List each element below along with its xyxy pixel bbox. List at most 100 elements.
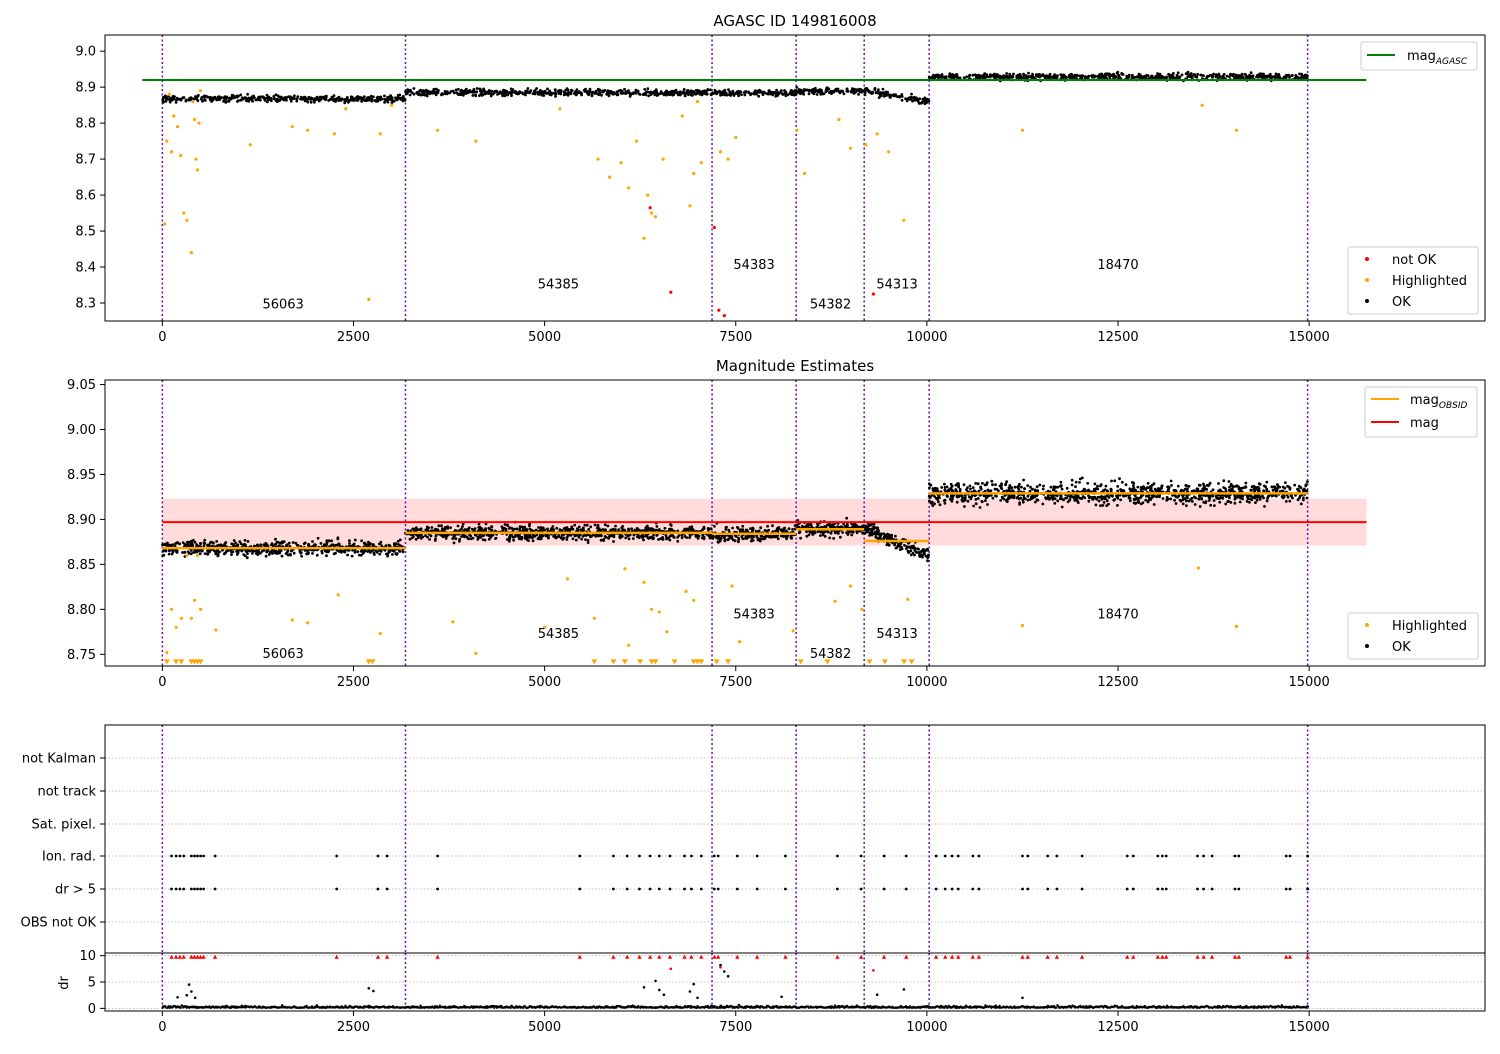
ok-point xyxy=(215,550,218,553)
ok-point xyxy=(311,552,314,555)
ok-point xyxy=(464,535,467,538)
ok-point xyxy=(1000,487,1003,490)
ok-point xyxy=(346,554,349,557)
ok-point xyxy=(625,90,628,93)
ok-point xyxy=(1066,487,1069,490)
ok-point xyxy=(240,542,243,545)
ok-point xyxy=(397,97,400,100)
ok-point xyxy=(741,525,744,528)
ok-point xyxy=(1188,500,1191,503)
ok-point xyxy=(1119,488,1122,491)
ok-point xyxy=(981,482,984,485)
ok-point xyxy=(1102,504,1105,507)
ok-point xyxy=(174,542,177,545)
ok-point xyxy=(837,532,840,535)
ok-point xyxy=(619,535,622,538)
ok-point xyxy=(875,533,878,536)
ok-point xyxy=(1302,76,1305,79)
ok-point xyxy=(569,91,572,94)
ok-point xyxy=(230,553,233,556)
ok-point xyxy=(969,496,972,499)
ok-point xyxy=(598,89,601,92)
highlighted-point xyxy=(795,129,798,132)
ok-point xyxy=(1107,503,1110,506)
ok-point xyxy=(683,88,686,91)
ok-point xyxy=(681,536,684,539)
ok-point xyxy=(475,90,478,93)
ok-point xyxy=(362,97,365,100)
ok-point xyxy=(245,100,248,103)
ok-point xyxy=(1197,489,1200,492)
ok-point xyxy=(752,539,755,542)
ok-point xyxy=(333,545,336,548)
ok-point xyxy=(839,91,842,94)
x-tick-label: 10000 xyxy=(906,330,947,345)
ok-point xyxy=(1167,489,1170,492)
ok-point xyxy=(1272,486,1275,489)
ok-point xyxy=(697,537,700,540)
ok-point xyxy=(857,89,860,92)
ok-point xyxy=(1003,76,1006,79)
ok-point xyxy=(508,540,511,543)
ok-point xyxy=(747,535,750,538)
ok-point xyxy=(701,94,704,97)
ok-point xyxy=(1096,496,1099,499)
ok-point xyxy=(688,536,691,539)
ok-point xyxy=(304,96,307,99)
ok-point xyxy=(825,87,828,90)
highlighted-point xyxy=(696,100,699,103)
ok-point xyxy=(1131,76,1134,79)
ok-point xyxy=(864,93,867,96)
ok-point xyxy=(1200,498,1203,501)
ok-point xyxy=(589,525,592,528)
highlighted-point xyxy=(390,104,393,107)
ok-point xyxy=(744,90,747,93)
ok-point xyxy=(300,96,303,99)
ok-point xyxy=(785,92,788,95)
ok-point xyxy=(168,553,171,556)
ok-point xyxy=(1293,484,1296,487)
ok-point xyxy=(851,89,854,92)
ok-point xyxy=(476,87,479,90)
highlighted-point xyxy=(379,132,382,135)
ok-point xyxy=(213,96,216,99)
ok-point xyxy=(894,535,897,538)
ok-point xyxy=(646,87,649,90)
ok-point xyxy=(1105,485,1108,488)
highlighted-point xyxy=(864,143,867,146)
ok-point xyxy=(1061,488,1064,491)
ok-point xyxy=(819,93,822,96)
ok-point xyxy=(698,535,701,538)
highlighted-point xyxy=(700,161,703,164)
ok-point xyxy=(203,539,206,542)
ok-point xyxy=(734,92,737,95)
ok-point xyxy=(1176,74,1179,77)
ok-point xyxy=(1202,501,1205,504)
ok-point xyxy=(679,90,682,93)
ok-point xyxy=(913,554,916,557)
ok-point xyxy=(391,553,394,556)
ok-point xyxy=(1147,482,1150,485)
ok-point xyxy=(1031,488,1034,491)
ok-point xyxy=(637,90,640,93)
ok-point xyxy=(1213,499,1216,502)
ok-point xyxy=(1147,495,1150,498)
ok-point xyxy=(788,527,791,530)
ok-point xyxy=(505,528,508,531)
ok-point xyxy=(1267,495,1270,498)
ok-point xyxy=(437,524,440,527)
ok-point xyxy=(661,536,664,539)
ok-point xyxy=(539,90,542,93)
ok-point xyxy=(819,534,822,537)
highlighted-point xyxy=(196,168,199,171)
ok-point xyxy=(285,99,288,102)
ok-point xyxy=(477,526,480,529)
ok-point xyxy=(997,74,1000,77)
ok-point xyxy=(1005,489,1008,492)
ok-point xyxy=(1008,497,1011,500)
ok-point xyxy=(808,89,811,92)
highlighted-point xyxy=(249,143,252,146)
ok-point xyxy=(1038,484,1041,487)
ok-point xyxy=(504,523,507,526)
ok-point xyxy=(1027,72,1030,75)
